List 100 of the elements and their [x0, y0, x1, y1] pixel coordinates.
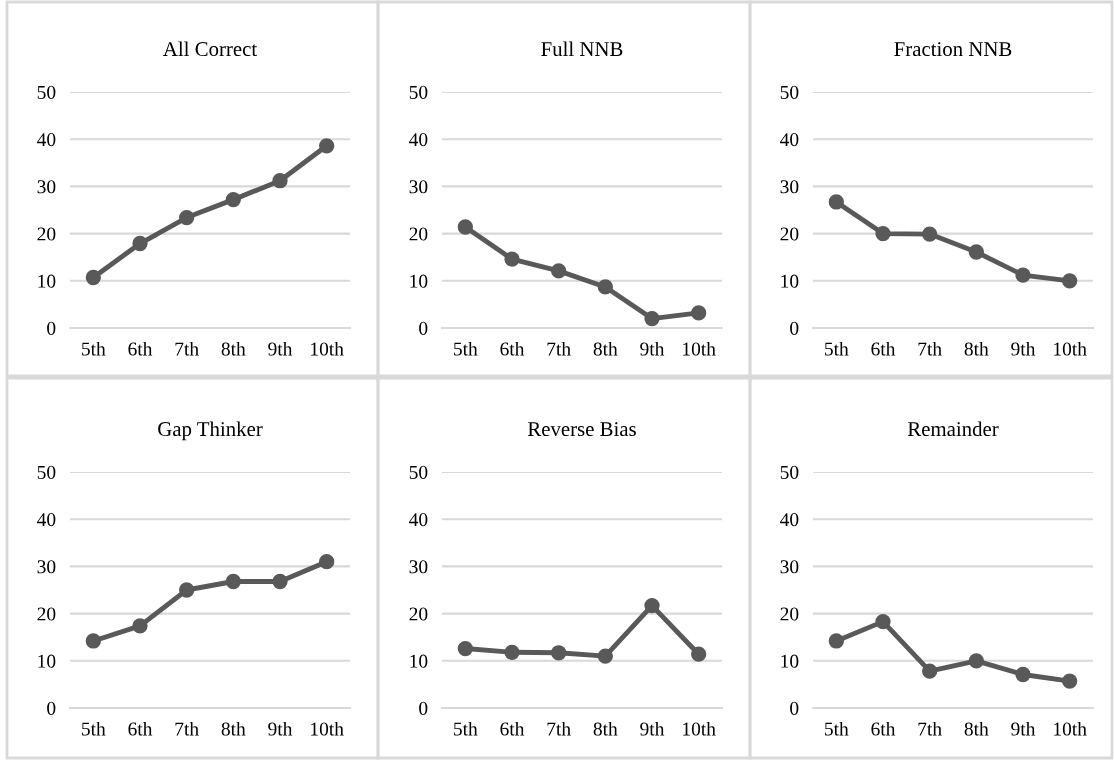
point	[691, 305, 707, 321]
x-tick-label: 8th	[221, 341, 246, 356]
point	[504, 644, 520, 660]
point	[504, 251, 520, 267]
y-tick-label: 10	[781, 654, 799, 668]
x-tick-label: 9th	[268, 341, 293, 356]
point	[319, 554, 335, 570]
y-tick-label: 0	[790, 321, 799, 335]
x-tick-label: 6th	[871, 721, 896, 736]
point	[132, 235, 148, 252]
x-tick-label: 7th	[547, 721, 571, 736]
point	[922, 226, 938, 242]
point	[132, 618, 148, 634]
y-tick-label: 10	[410, 654, 428, 668]
x-tick-label: 6th	[500, 341, 525, 356]
point	[551, 263, 567, 279]
y-tick-label: 50	[409, 85, 428, 99]
point	[179, 209, 195, 226]
x-tick-label: 7th	[918, 341, 942, 356]
point	[644, 597, 660, 614]
y-tick-label: 0	[419, 701, 428, 715]
x-tick-label: 10th	[311, 721, 344, 736]
x-tick-label: 9th	[1011, 341, 1036, 356]
y-tick-label: 20	[409, 227, 428, 241]
point	[691, 646, 707, 662]
y-tick-label: 0	[790, 701, 799, 715]
point	[828, 633, 844, 649]
y-tick-label: 0	[419, 321, 428, 335]
point	[597, 279, 613, 295]
x-tick-label: 5th	[82, 721, 106, 736]
point	[1062, 673, 1078, 689]
y-tick-label: 20	[780, 607, 799, 621]
x-tick-label: 10th	[311, 341, 344, 356]
x-tick-label: 10th	[1054, 721, 1087, 736]
point	[179, 582, 195, 598]
x-tick-label: 6th	[128, 341, 153, 356]
point	[828, 194, 844, 210]
x-tick-label: 6th	[128, 721, 153, 736]
point	[272, 173, 288, 189]
y-tick-label: 50	[37, 85, 56, 99]
x-tick-label: 8th	[593, 341, 618, 356]
x-tick-label: 5th	[454, 341, 478, 356]
x-tick-label: 10th	[683, 721, 716, 736]
point	[225, 573, 241, 590]
x-tick-label: 9th	[1011, 721, 1036, 736]
x-tick-label: 10th	[683, 341, 716, 356]
y-tick-label: 30	[409, 180, 428, 194]
y-tick-label: 40	[780, 513, 799, 527]
y-tick-label: 10	[410, 274, 428, 288]
x-tick-label: 9th	[640, 721, 665, 736]
x-tick-label: 8th	[221, 721, 246, 736]
point	[968, 653, 984, 669]
y-tick-label: 30	[780, 560, 799, 574]
point	[1015, 666, 1031, 683]
x-tick-label: 8th	[964, 721, 989, 736]
x-tick-label: 7th	[918, 721, 942, 736]
point	[85, 633, 101, 649]
y-tick-label: 50	[780, 85, 799, 99]
point	[644, 310, 660, 327]
y-tick-label: 30	[409, 560, 428, 574]
y-tick-label: 40	[780, 133, 799, 147]
x-tick-label: 9th	[640, 341, 665, 356]
x-tick-label: 8th	[593, 721, 618, 736]
y-tick-label: 10	[38, 654, 56, 668]
point	[457, 640, 473, 657]
y-tick-label: 10	[38, 274, 56, 288]
point	[319, 138, 335, 154]
point	[225, 191, 241, 208]
chart-title: Fraction NNB	[894, 42, 1012, 57]
y-tick-label: 20	[37, 607, 56, 621]
y-tick-label: 40	[37, 513, 56, 527]
point	[922, 663, 938, 679]
point	[1015, 267, 1031, 283]
point	[597, 648, 613, 664]
y-tick-label: 40	[409, 133, 428, 147]
point	[875, 225, 891, 242]
y-tick-label: 40	[409, 513, 428, 527]
point	[875, 613, 891, 630]
x-tick-label: 6th	[500, 721, 525, 736]
point	[457, 219, 473, 235]
y-tick-label: 30	[37, 180, 56, 194]
x-tick-label: 5th	[82, 341, 106, 356]
x-tick-label: 7th	[175, 341, 199, 356]
point	[1062, 273, 1078, 289]
chart-title: All Correct	[163, 41, 258, 57]
y-tick-label: 50	[409, 465, 428, 479]
point	[968, 244, 984, 260]
x-tick-label: 5th	[825, 721, 849, 736]
y-tick-label: 20	[780, 227, 799, 241]
y-tick-label: 0	[47, 701, 56, 715]
x-tick-label: 7th	[175, 721, 199, 736]
x-tick-label: 7th	[547, 341, 571, 356]
y-tick-label: 10	[781, 274, 799, 288]
point	[85, 269, 101, 286]
chart-title: Full NNB	[541, 41, 623, 57]
y-tick-label: 50	[37, 465, 56, 479]
chart-title: Remainder	[907, 421, 999, 437]
y-tick-label: 40	[37, 133, 56, 147]
chart-title: Gap Thinker	[158, 421, 263, 441]
point	[551, 645, 567, 661]
